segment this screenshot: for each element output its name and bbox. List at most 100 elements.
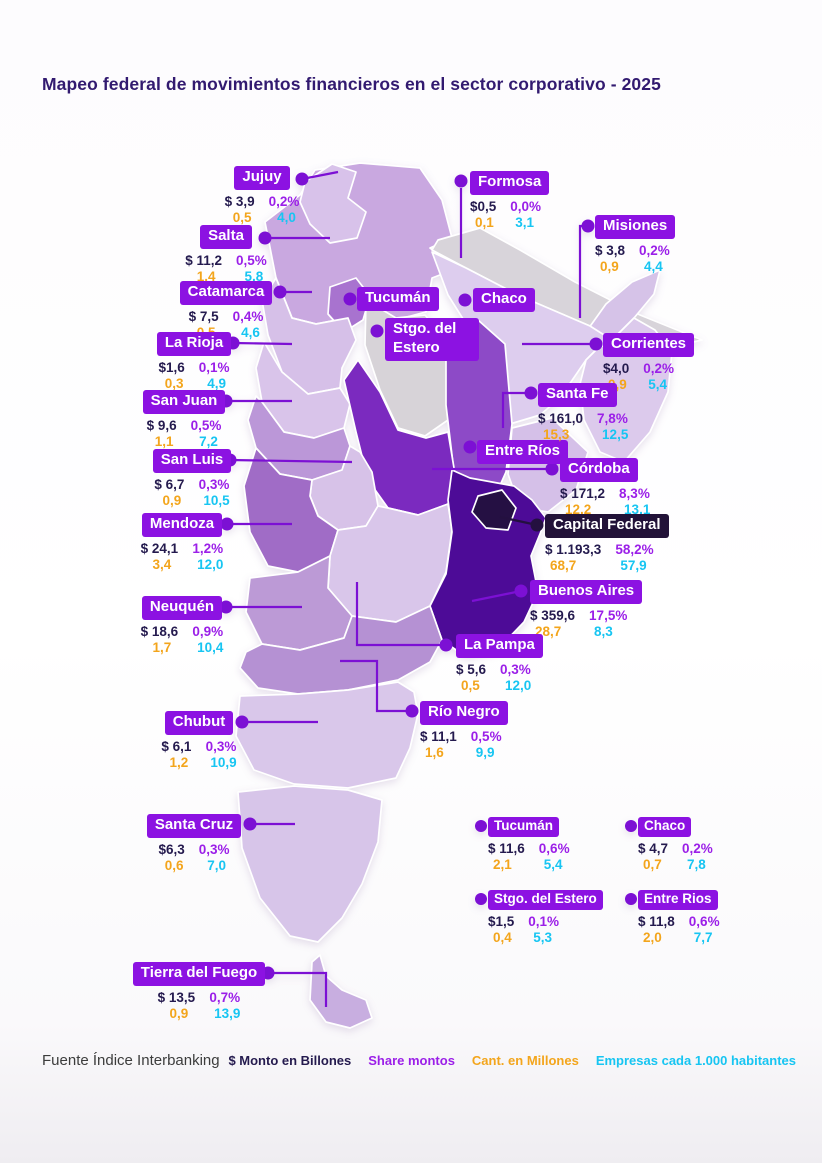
province-badge: Salta xyxy=(200,225,252,249)
province-badge: Formosa xyxy=(470,171,550,195)
cant-value: 15,3 xyxy=(543,426,570,442)
share-value: 58,2% xyxy=(615,541,654,557)
monto-value: $ 6,1 xyxy=(161,738,192,754)
monto-value: $6,3 xyxy=(158,841,185,857)
monto-value: $4,0 xyxy=(603,360,630,376)
share-value: 0,6% xyxy=(538,840,570,856)
cant-value: 0,5 xyxy=(461,677,480,693)
share-value: 8,3% xyxy=(619,485,650,501)
province-label-la-pampa: La Pampa $ 5,6 0,3% 0,5 12,0 xyxy=(456,634,543,694)
province-badge: Misiones xyxy=(595,215,676,239)
province-label-tucuman-detail: Tucumán $ 11,6 0,6% 2,1 5,4 xyxy=(488,817,570,873)
map-region-chubut xyxy=(235,681,419,789)
province-label-capital-federal: Capital Federal $ 1.193,3 58,2% 68,7 57,9 xyxy=(545,514,669,574)
province-badge: Capital Federal xyxy=(545,514,669,538)
cant-value: 0,6 xyxy=(164,857,184,873)
province-badge: Río Negro xyxy=(420,701,508,725)
province-badge: La Rioja xyxy=(156,332,232,356)
empresas-value: 8,3 xyxy=(594,623,613,639)
share-value: 0,9% xyxy=(192,623,224,639)
province-label-catamarca: Catamarca $ 7,50,4%0,54,6 xyxy=(176,281,276,341)
cant-value: 1,6 xyxy=(425,744,444,760)
empresas-value: 4,9 xyxy=(207,375,227,391)
map-region-capital-federal xyxy=(471,489,517,531)
empresas-value: 12,0 xyxy=(197,556,224,572)
cant-value: 2,1 xyxy=(493,857,512,873)
source-text: Fuente Índice Interbanking xyxy=(42,1052,220,1069)
share-value: 0,5% xyxy=(190,417,222,433)
share-value: 0,3% xyxy=(198,841,230,857)
share-value: 0,3% xyxy=(500,661,531,677)
legend-cant: Cant. en Millones xyxy=(471,1053,579,1068)
share-value: 0,3% xyxy=(205,738,237,754)
empresas-value: 5,3 xyxy=(533,930,553,946)
cant-value: 68,7 xyxy=(550,557,577,573)
share-value: 0,7% xyxy=(209,989,241,1005)
monto-value: $ 171,2 xyxy=(560,485,606,501)
province-label-san-juan: San Juan $ 9,6 0,5% 1,1 7,2 xyxy=(138,390,230,450)
share-value: 0,2% xyxy=(268,193,300,209)
cant-value: 0,7 xyxy=(643,857,662,873)
cant-value: 2,0 xyxy=(643,930,662,946)
share-value: 0,1% xyxy=(198,359,230,375)
share-value: 0,6% xyxy=(688,913,720,929)
empresas-value: 12,0 xyxy=(505,677,532,693)
share-value: 0,1% xyxy=(528,913,560,929)
province-badge: Corrientes xyxy=(603,333,695,357)
empresas-value: 10,9 xyxy=(210,754,237,770)
share-value: 0,3% xyxy=(198,476,230,492)
legend: $ Monto en Billones Share montos Cant. e… xyxy=(228,1053,796,1068)
cant-value: 0,9 xyxy=(169,1005,189,1021)
province-label-misiones: Misiones $ 3,8 0,2% 0,9 4,4 xyxy=(595,215,676,275)
province-label-santa-cruz: Santa Cruz $6,3 0,3% 0,6 7,0 xyxy=(142,814,246,874)
map-region-santa-cruz xyxy=(237,785,383,943)
empresas-value: 4,0 xyxy=(277,209,296,225)
share-value: 0,2% xyxy=(682,840,713,856)
connector-dots xyxy=(219,172,637,980)
province-badge: Mendoza xyxy=(141,513,223,537)
empresas-value: 7,8 xyxy=(687,857,706,873)
share-value: 0,2% xyxy=(643,360,675,376)
province-label-la-rioja: La Rioja $1,6 0,1% 0,3 4,9 xyxy=(148,332,240,392)
monto-value: $ 3,9 xyxy=(224,193,255,209)
map-badge-label: Stgo. del Estero xyxy=(385,318,479,361)
map-region-tierra-del-fuego xyxy=(309,954,373,1029)
empresas-value: 9,9 xyxy=(475,744,495,760)
province-label-jujuy: Jujuy $ 3,9 0,2% 0,5 4,0 xyxy=(214,166,310,226)
empresas-value: 7,7 xyxy=(693,930,713,946)
monto-value: $ 13,5 xyxy=(157,989,196,1005)
province-label-stgo-del-estero-detail: Stgo. del Estero $1,5 0,1% 0,4 5,3 xyxy=(488,890,603,946)
cant-value: 0,9 xyxy=(600,258,619,274)
province-badge: Tierra del Fuego xyxy=(132,962,266,986)
empresas-value: 10,5 xyxy=(203,492,230,508)
map-region-buenos-aires xyxy=(429,469,547,658)
province-badge: Stgo. del Estero xyxy=(488,890,603,910)
page-title: Mapeo federal de movimientos financieros… xyxy=(42,74,661,94)
monto-value: $1,5 xyxy=(488,913,515,929)
legend-monto: $ Monto en Billones xyxy=(228,1053,352,1068)
province-badge: San Luis xyxy=(152,449,232,473)
legend-empresas: Empresas cada 1.000 habitantes xyxy=(595,1053,796,1068)
province-label-chubut: Chubut $ 6,1 0,3% 1,2 10,9 xyxy=(154,711,244,771)
legend-share: Share montos xyxy=(368,1053,455,1068)
cant-value: 1,1 xyxy=(154,433,174,449)
province-label-buenos-aires: Buenos Aires $ 359,6 17,5% 28,7 8,3 xyxy=(530,580,643,640)
cant-value: 1,2 xyxy=(169,754,189,770)
share-value: 17,5% xyxy=(589,607,628,623)
province-badge: Entre Rios xyxy=(638,890,718,910)
cant-value: 0,1 xyxy=(475,214,494,230)
province-badge: Neuquén xyxy=(141,596,223,620)
province-badge: Chubut xyxy=(164,711,234,735)
share-value: 1,2% xyxy=(192,540,224,556)
empresas-value: 5,4 xyxy=(648,376,668,392)
empresas-value: 5,4 xyxy=(543,857,563,873)
share-value: 0,4% xyxy=(232,308,264,324)
map-badge-tucuman: Tucumán xyxy=(357,287,439,311)
monto-value: $ 161,0 xyxy=(538,410,584,426)
map-badge-entre-rios: Entre Ríos xyxy=(477,440,569,464)
monto-value: $1,6 xyxy=(158,359,185,375)
province-label-san-luis: San Luis $ 6,7 0,3% 0,9 10,5 xyxy=(148,449,236,509)
province-label-chaco-detail: Chaco $ 4,7 0,2% 0,7 7,8 xyxy=(638,817,713,873)
